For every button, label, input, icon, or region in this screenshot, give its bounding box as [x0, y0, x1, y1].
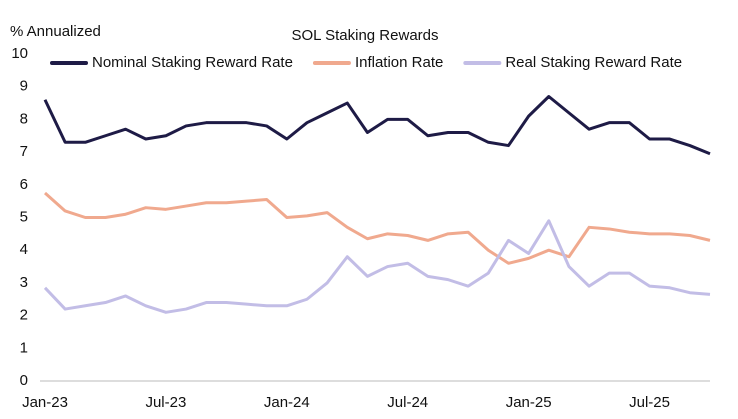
- x-tick-label: Jul-23: [145, 394, 186, 411]
- legend-label: Real Staking Reward Rate: [505, 54, 682, 71]
- y-tick-label: 1: [20, 339, 28, 356]
- y-axis-label: % Annualized: [10, 23, 101, 40]
- y-tick-label: 10: [11, 45, 28, 62]
- y-tick-label: 2: [20, 307, 28, 324]
- legend-label: Inflation Rate: [355, 54, 443, 71]
- series-line: [43, 219, 711, 314]
- y-tick-label: 5: [20, 208, 28, 225]
- y-tick-label: 4: [20, 241, 28, 258]
- legend-label: Nominal Staking Reward Rate: [92, 54, 293, 71]
- y-tick-label: 0: [20, 372, 28, 389]
- series-line: [43, 95, 711, 156]
- chart-title: SOL Staking Rewards: [291, 27, 438, 44]
- y-tick-label: 8: [20, 110, 28, 127]
- series-line: [44, 191, 711, 265]
- y-tick-label: 7: [20, 143, 28, 160]
- y-tick-label: 9: [20, 78, 28, 95]
- y-tick-label: 6: [20, 176, 28, 193]
- x-tick-label: Jan-23: [22, 394, 68, 411]
- x-tick-label: Jan-24: [264, 394, 310, 411]
- x-tick-label: Jul-24: [387, 394, 428, 411]
- y-tick-label: 3: [20, 274, 28, 291]
- x-tick-label: Jul-25: [629, 394, 670, 411]
- x-tick-label: Jan-25: [506, 394, 552, 411]
